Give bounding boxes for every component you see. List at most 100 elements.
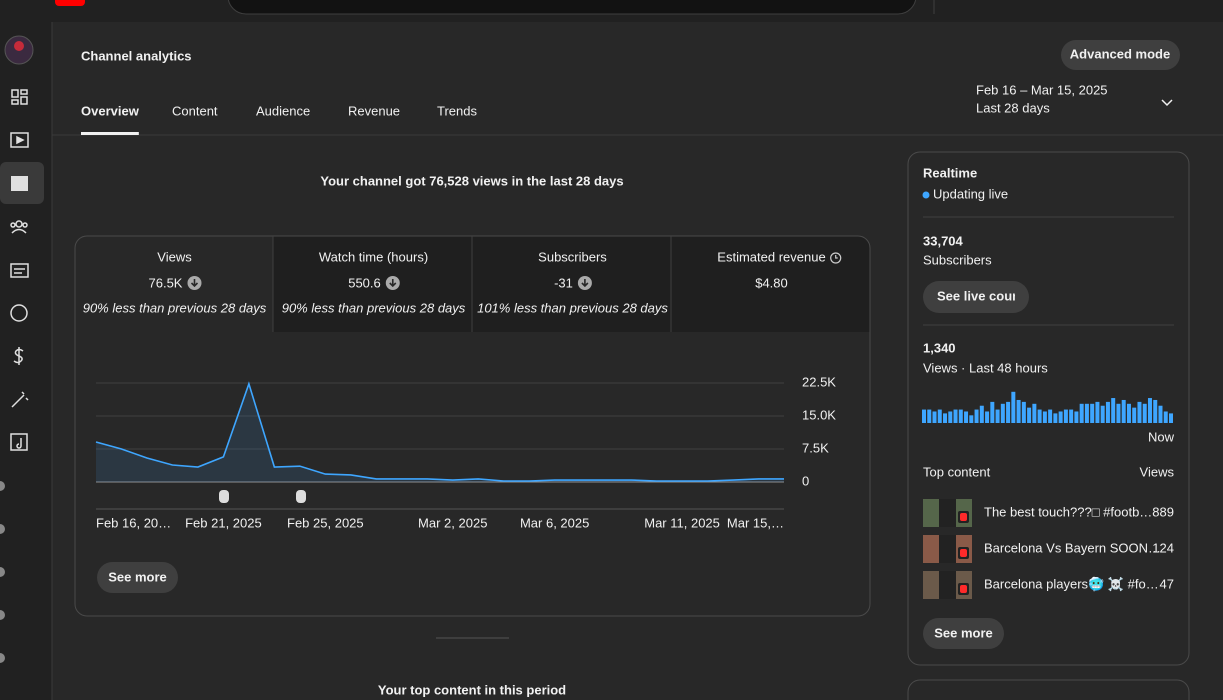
tab[interactable]: Revenue xyxy=(348,103,400,118)
metric-label[interactable]: Estimated revenue xyxy=(717,249,825,264)
bar xyxy=(922,409,926,423)
avatar-detail xyxy=(14,41,24,51)
realtime-title: Realtime xyxy=(923,165,977,180)
advanced-button[interactable] xyxy=(1061,40,1180,70)
bar xyxy=(1163,411,1168,423)
metric-note: 90% less than previous 28 days xyxy=(282,300,466,315)
bar xyxy=(1074,411,1079,423)
y-tick-label: 22.5K xyxy=(802,374,836,389)
bar xyxy=(1042,411,1047,423)
bar xyxy=(1032,403,1037,423)
nav-icon[interactable] xyxy=(15,220,23,228)
bar xyxy=(1126,403,1131,423)
bar xyxy=(1037,409,1042,423)
bar xyxy=(1169,413,1173,423)
area xyxy=(96,383,784,482)
bar xyxy=(969,415,974,423)
metric-value[interactable]: -31 xyxy=(554,275,573,290)
content-title[interactable]: Barcelona players🥶 ☠️ #fo… xyxy=(984,575,1159,592)
bar xyxy=(1006,401,1011,423)
bar xyxy=(1063,409,1068,423)
info-icon xyxy=(830,252,842,264)
x-tick-label: Mar 15,… xyxy=(727,515,784,530)
bar xyxy=(1084,403,1089,423)
see-more-button[interactable] xyxy=(97,562,178,593)
bar xyxy=(1053,413,1058,423)
bar xyxy=(985,411,990,423)
button-label: See live count xyxy=(937,288,1025,303)
line xyxy=(95,381,784,482)
metric-value[interactable]: 76.5K xyxy=(149,275,183,290)
y-tick-label: 7.5K xyxy=(802,440,829,455)
metric-label[interactable]: Subscribers xyxy=(538,249,607,264)
search-box[interactable] xyxy=(227,0,917,15)
thumbnail-frame xyxy=(939,571,956,599)
bar xyxy=(1079,403,1084,423)
chevron[interactable] xyxy=(1161,99,1173,107)
live-dot xyxy=(922,191,930,199)
nav-icon[interactable] xyxy=(10,132,29,148)
bar xyxy=(964,411,969,423)
views-column: Views xyxy=(1140,464,1175,479)
button-label: See more xyxy=(934,625,993,640)
subscriber-label: Subscribers xyxy=(923,252,992,267)
down-arrow xyxy=(190,279,199,288)
nav-icon[interactable] xyxy=(11,391,29,408)
live-count-button[interactable] xyxy=(923,281,1029,313)
nav-icon[interactable] xyxy=(10,433,28,451)
period[interactable]: Last 28 days xyxy=(976,100,1050,115)
tab[interactable]: Overview xyxy=(81,103,140,118)
bar xyxy=(1111,398,1116,423)
nav-icons xyxy=(10,89,29,451)
section-title: Your top content in this period xyxy=(378,682,566,697)
button-label: See more xyxy=(108,569,167,584)
bar xyxy=(1069,409,1074,423)
tab-underline xyxy=(81,132,139,135)
shorts-badge-icon xyxy=(960,549,967,557)
info-hand xyxy=(835,255,838,259)
shorts-badge-icon xyxy=(960,585,967,593)
bar xyxy=(1058,411,1063,423)
metric-label[interactable]: Watch time (hours) xyxy=(319,249,428,264)
shorts-icons xyxy=(219,490,306,503)
x-tick-label: Mar 6, 2025 xyxy=(520,515,589,530)
thumbnail-frame xyxy=(939,535,956,563)
see-more-button[interactable] xyxy=(923,618,1004,649)
metric-value[interactable]: 550.6 xyxy=(348,275,381,290)
bar xyxy=(990,401,995,423)
x-tick-label: Feb 25, 2025 xyxy=(287,515,364,530)
x-tick-label: Mar 2, 2025 xyxy=(418,515,487,530)
content-views: 889 xyxy=(1152,504,1174,519)
top-content-label: Top content xyxy=(923,464,991,479)
metric-note: 101% less than previous 28 days xyxy=(477,300,668,315)
nav-icon[interactable] xyxy=(10,263,29,278)
bar xyxy=(927,409,932,423)
bar xyxy=(1153,399,1158,423)
nav-icon[interactable] xyxy=(13,347,24,365)
content-title[interactable]: The best touch???□ #footb… xyxy=(984,504,1152,519)
realtime-card xyxy=(907,151,1190,666)
nav-icon[interactable] xyxy=(11,89,19,98)
content-title[interactable]: Barcelona Vs Bayern SOON… xyxy=(984,540,1161,555)
bar xyxy=(958,409,963,423)
bar xyxy=(1121,399,1126,423)
bar xyxy=(932,411,937,423)
nav-icon[interactable] xyxy=(11,176,28,191)
tab[interactable]: Trends xyxy=(437,103,477,118)
nav-icon[interactable] xyxy=(10,304,28,322)
down-arrow xyxy=(389,279,397,288)
metric-label[interactable]: Views xyxy=(157,249,192,264)
date-range: Feb 16 – Mar 15, 2025 xyxy=(976,82,1108,97)
bar xyxy=(1095,401,1100,423)
tab[interactable]: Audience xyxy=(256,103,310,118)
x-tick-label: Feb 16, 20… xyxy=(96,515,171,530)
metric-value[interactable]: $4.80 xyxy=(755,275,788,290)
x-tick-label: Mar 11, 2025 xyxy=(644,515,720,530)
tab[interactable]: Content xyxy=(172,103,218,118)
content-views: 124 xyxy=(1152,540,1174,555)
bar xyxy=(1116,403,1121,423)
bar xyxy=(1021,401,1026,423)
bar xyxy=(1011,391,1016,423)
y-tick-label: 0 xyxy=(802,473,809,488)
content-views: 47 xyxy=(1160,576,1174,591)
